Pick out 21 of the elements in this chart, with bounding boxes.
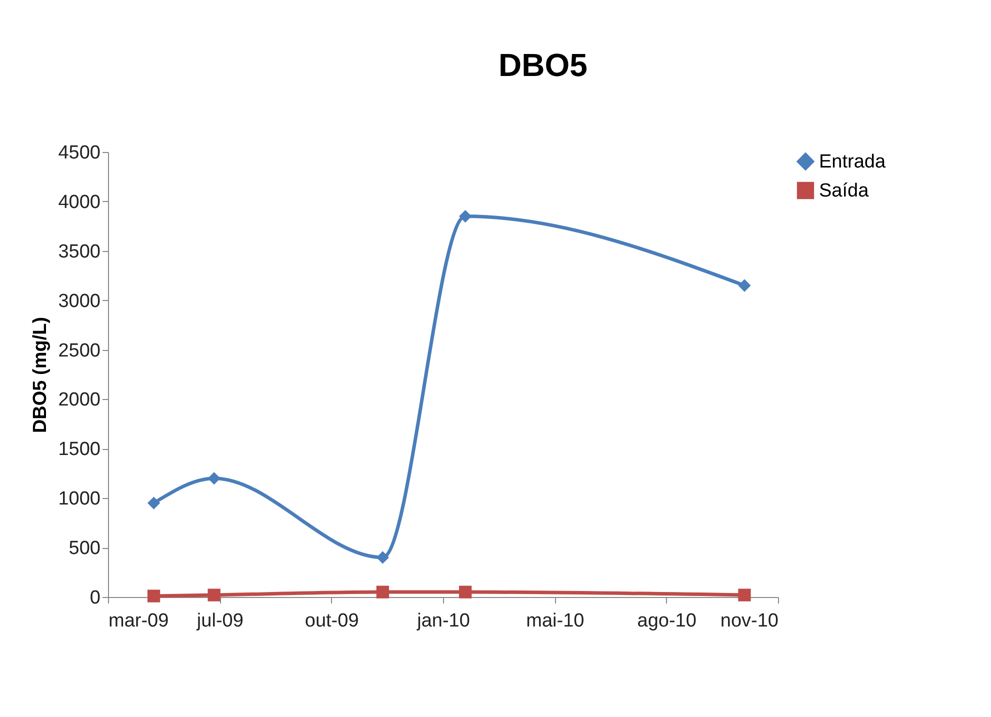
y-tick-label: 2000 <box>58 390 100 411</box>
y-tick-label: 4000 <box>58 192 100 213</box>
y-tick-label: 4500 <box>58 142 100 164</box>
y-tick-label: 3500 <box>58 241 100 262</box>
x-tick-label: mar-09 <box>108 610 169 632</box>
legend-label: Saída <box>819 180 870 202</box>
y-axis-title: DBO5 (mg/L) <box>30 316 52 434</box>
y-tick-label: 3000 <box>58 290 100 312</box>
legend-label: Entrada <box>819 152 886 172</box>
chart-title: DBO5 <box>498 47 588 83</box>
x-tick-label: jul-09 <box>196 610 244 632</box>
x-tick-label: ago-10 <box>637 610 696 632</box>
y-tick-label: 1000 <box>58 488 100 510</box>
y-tick-label: 500 <box>68 538 100 560</box>
x-tick-label: jan-10 <box>416 610 470 632</box>
x-tick-label: out-09 <box>304 610 359 632</box>
y-tick-label: 1500 <box>58 439 100 460</box>
y-tick-label: 2500 <box>58 340 100 362</box>
x-tick-label: nov-10 <box>720 610 778 632</box>
y-tick-label: 0 <box>90 588 100 608</box>
x-tick-label: mai-10 <box>526 610 584 632</box>
